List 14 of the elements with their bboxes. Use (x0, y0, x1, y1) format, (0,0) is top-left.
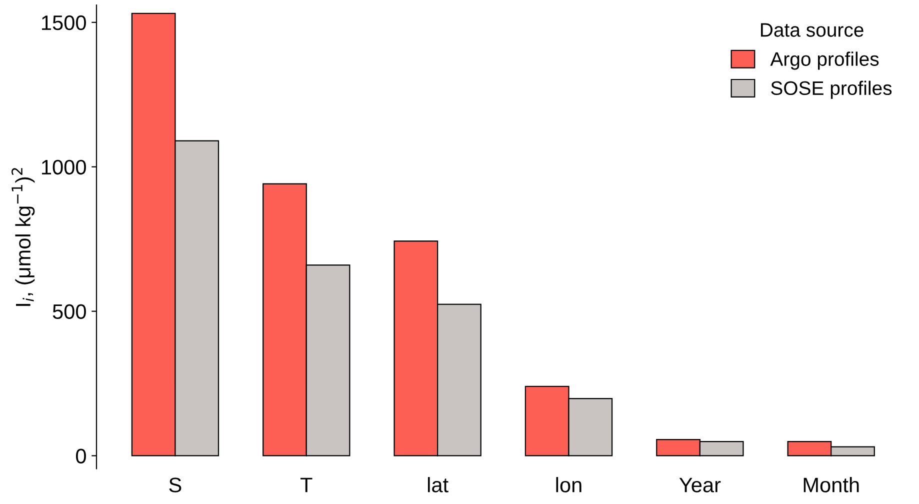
y-tick-label: 1500 (42, 15, 86, 30)
legend-label: SOSE profiles (771, 80, 892, 99)
x-tick-label: Year (679, 478, 721, 492)
x-tick-label: T (300, 478, 312, 492)
x-tick-label: lat (428, 477, 448, 492)
x-tick-label: Month (804, 477, 859, 492)
y-tick-label: 500 (52, 304, 86, 320)
legend-title: Data source (760, 23, 864, 37)
x-tick-label: lon (556, 477, 582, 492)
x-tick-label: S (169, 478, 182, 492)
y-tick-label: 1000 (42, 160, 86, 175)
y-tick-label: 0 (76, 448, 86, 464)
y-axis-title: I$_{i}$, (μmol kg$^{−1}$)$^{2}$ (12, 168, 35, 306)
legend-label: Argo profiles (770, 52, 879, 70)
